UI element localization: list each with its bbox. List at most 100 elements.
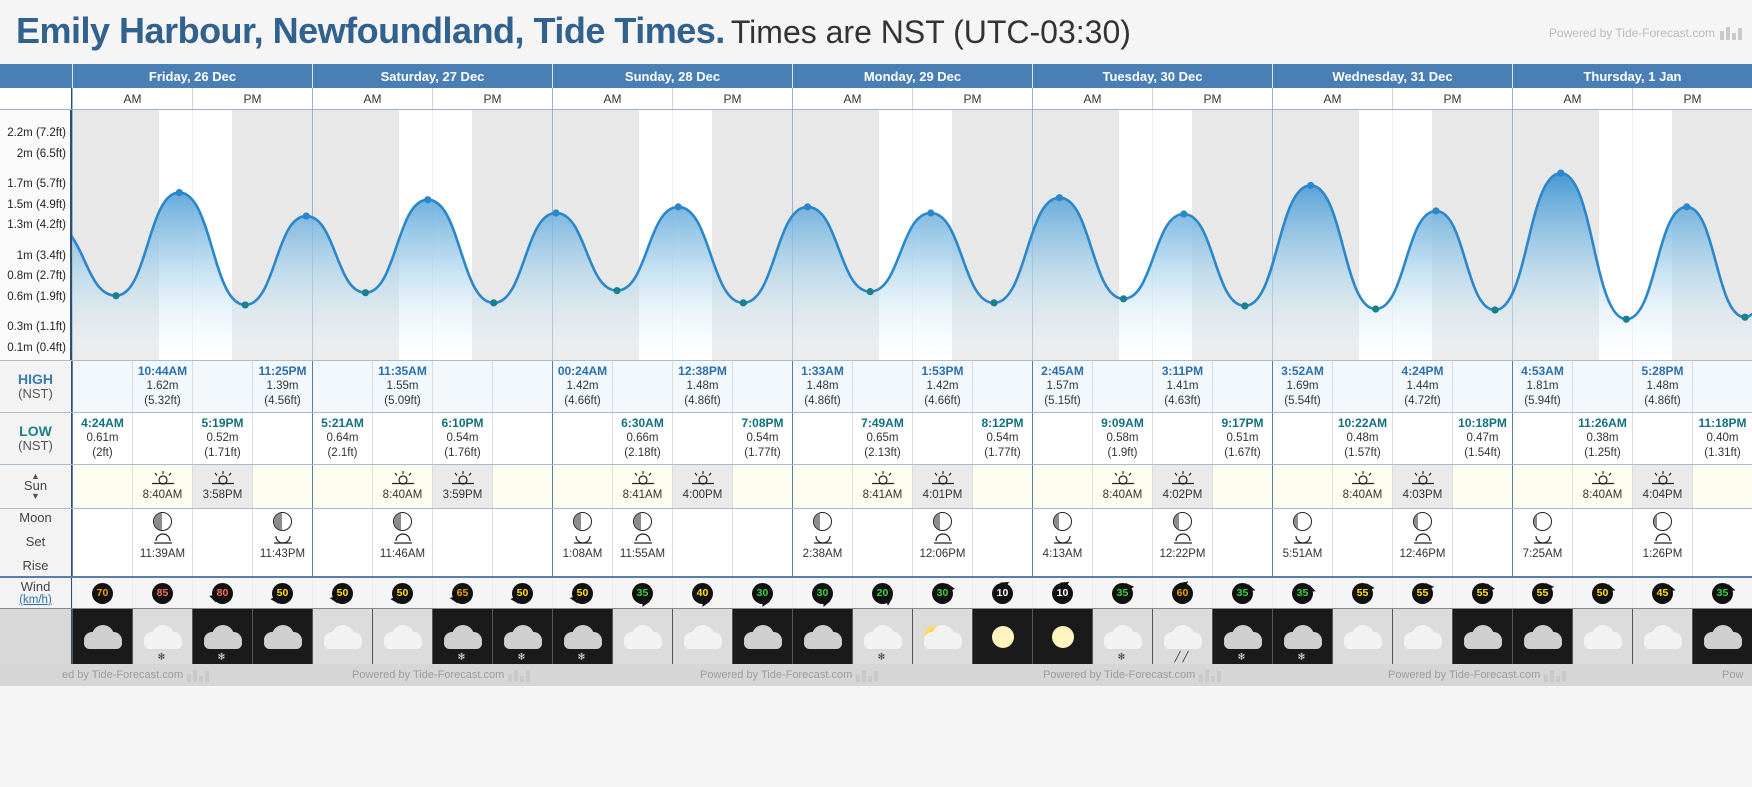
- tide-point-high-15[interactable]: [1055, 194, 1064, 202]
- tide-point-high-11[interactable]: [803, 203, 812, 211]
- day-header-3: Monday, 29 Dec: [792, 64, 1032, 88]
- sun-cell-1: 8:40AM: [132, 465, 192, 508]
- footer-powered-2: Powered by Tide-Forecast.com: [352, 668, 531, 682]
- wind-cell-14: ➤30: [912, 578, 972, 608]
- weather-cell-24: [1512, 609, 1572, 665]
- high-meters: 1.42m: [926, 380, 959, 393]
- wind-speed-badge: 40: [692, 582, 713, 604]
- sun-time: 4:03PM: [1402, 488, 1443, 501]
- moon-cell-9: 11:55AM: [612, 509, 672, 576]
- wind-cell-7: ➤50: [492, 578, 552, 608]
- wind-cell-20: ➤35: [1272, 578, 1332, 608]
- moon-time: 11:55AM: [619, 548, 666, 560]
- low-meters: 0.38m: [1586, 432, 1619, 445]
- tide-point-high-3[interactable]: [302, 212, 310, 220]
- high-tide-cell-0: [72, 361, 132, 412]
- high-tide-cell-4: [312, 361, 372, 412]
- moon-phase-icon: [273, 512, 292, 531]
- tide-point-high-19[interactable]: [1307, 181, 1315, 190]
- moon-time: 11:39AM: [139, 548, 186, 560]
- tide-line: [72, 171, 1752, 321]
- low-tide-cell-7: [492, 413, 552, 464]
- low-feet: (1.25ft): [1584, 447, 1621, 460]
- footer-powered-3: Powered by Tide-Forecast.com: [700, 668, 879, 682]
- low-feet: (1.54ft): [1464, 447, 1501, 460]
- tide-point-high-13[interactable]: [927, 209, 935, 217]
- high-tide-cell-5: 11:35AM 1.55m (5.09ft): [372, 361, 432, 412]
- tide-point-low-8[interactable]: [613, 287, 621, 295]
- weather-cell-25: [1572, 609, 1632, 665]
- high-tide-cell-10: 12:38PM 1.48m (4.86ft): [672, 361, 732, 412]
- low-meters: 0.54m: [446, 432, 479, 445]
- snow-icon: ❄: [877, 652, 888, 663]
- y-axis-tick-8: 0.3m (1.1ft): [7, 321, 66, 334]
- sun-time: 8:40AM: [142, 488, 183, 501]
- weather-cell-14: [912, 609, 972, 665]
- tide-point-low-2[interactable]: [241, 301, 249, 309]
- moon-cell-18: 12:22PM: [1152, 509, 1212, 576]
- tide-point-high-5[interactable]: [424, 196, 432, 204]
- moon-cell-23: [1452, 509, 1512, 576]
- sunset-icon: [451, 470, 474, 488]
- high-tide-cell-18: 3:11PM 1.41m (4.63ft): [1152, 361, 1212, 412]
- tide-point-low-0[interactable]: [112, 292, 120, 300]
- day-header-2: Sunday, 28 Dec: [552, 64, 792, 88]
- tide-point-low-22[interactable]: [1491, 306, 1499, 314]
- tide-point-low-18[interactable]: [1241, 302, 1249, 310]
- tide-point-low-16[interactable]: [1119, 295, 1128, 303]
- tide-point-high-17[interactable]: [1180, 210, 1188, 218]
- sun-cell-16: [1032, 465, 1092, 508]
- tide-point-high-9[interactable]: [674, 203, 682, 211]
- halfday-separator: [1392, 110, 1393, 360]
- tide-point-high-25[interactable]: [1683, 203, 1691, 211]
- tide-point-high-23[interactable]: [1557, 169, 1565, 177]
- wind-cell-12: ➤30: [792, 578, 852, 610]
- day-header-6: Thursday, 1 Jan: [1512, 64, 1752, 88]
- high-tide-cell-26: 5:28PM 1.48m (4.86ft): [1632, 361, 1692, 412]
- high-feet: (5.32ft): [144, 395, 181, 408]
- tide-point-high-21[interactable]: [1432, 207, 1440, 215]
- high-time: 4:24PM: [1401, 364, 1444, 379]
- low-feet: (1.67ft): [1224, 447, 1261, 460]
- weather-cell-7: ❄: [492, 609, 552, 665]
- tide-point-low-4[interactable]: [361, 289, 370, 297]
- tide-point-high-7[interactable]: [552, 209, 560, 217]
- cloud-icon: [143, 625, 183, 649]
- high-meters: 1.48m: [686, 380, 719, 393]
- low-time: 8:12PM: [981, 416, 1024, 431]
- tide-point-low-24[interactable]: [1622, 315, 1630, 323]
- tide-point-low-20[interactable]: [1372, 305, 1380, 313]
- moon-set-icon: [152, 532, 174, 546]
- low-tide-cell-21: 10:22AM 0.48m (1.57ft): [1332, 413, 1392, 464]
- low-time: 7:08PM: [741, 416, 784, 431]
- moon-set-icon: [1652, 532, 1674, 546]
- ampm-cell-3-am: AM: [792, 88, 912, 109]
- wind-unit-link[interactable]: (km/h): [19, 593, 52, 606]
- sun-cells: 8:40AM 3:58PM 8:40AM 3:59PM 8:41AM 4:00PM 8:41…: [72, 465, 1752, 508]
- wind-cell-19: ➤35: [1212, 578, 1272, 608]
- low-time: 7:49AM: [861, 416, 904, 431]
- high-meters: 1.55m: [386, 380, 419, 393]
- wind-speed-badge: 35: [632, 582, 653, 604]
- tide-point-low-6[interactable]: [490, 299, 498, 307]
- cloud-icon: [803, 625, 843, 649]
- tide-point-low-10[interactable]: [739, 299, 747, 307]
- wind-speed-badge: 65: [452, 582, 473, 604]
- tide-point-high-1[interactable]: [175, 188, 183, 197]
- low-time: 5:21AM: [321, 416, 364, 431]
- weather-cell-27: [1692, 609, 1752, 665]
- sun-cloud-icon: [923, 625, 963, 649]
- weather-cells: ❄ ❄ ❄ ❄ ❄ ❄ ❄ ╱╱ ❄ ❄: [72, 609, 1752, 665]
- low-tide-cell-19: 9:17PM 0.51m (1.67ft): [1212, 413, 1272, 464]
- low-tide-cell-26: [1632, 413, 1692, 464]
- low-tide-cell-20: [1272, 413, 1332, 464]
- tide-point-low-14[interactable]: [990, 299, 998, 307]
- wind-label-text: Wind: [20, 578, 51, 594]
- wind-cell-15: ➤10: [972, 574, 1032, 608]
- tide-point-low-12[interactable]: [866, 288, 874, 296]
- tide-point-low-26[interactable]: [1741, 313, 1749, 321]
- wind-speed-badge: 35: [1112, 582, 1133, 604]
- sunrise-icon: [631, 470, 654, 488]
- moon-cell-17: [1092, 509, 1152, 576]
- snow-icon: ❄: [1117, 652, 1128, 663]
